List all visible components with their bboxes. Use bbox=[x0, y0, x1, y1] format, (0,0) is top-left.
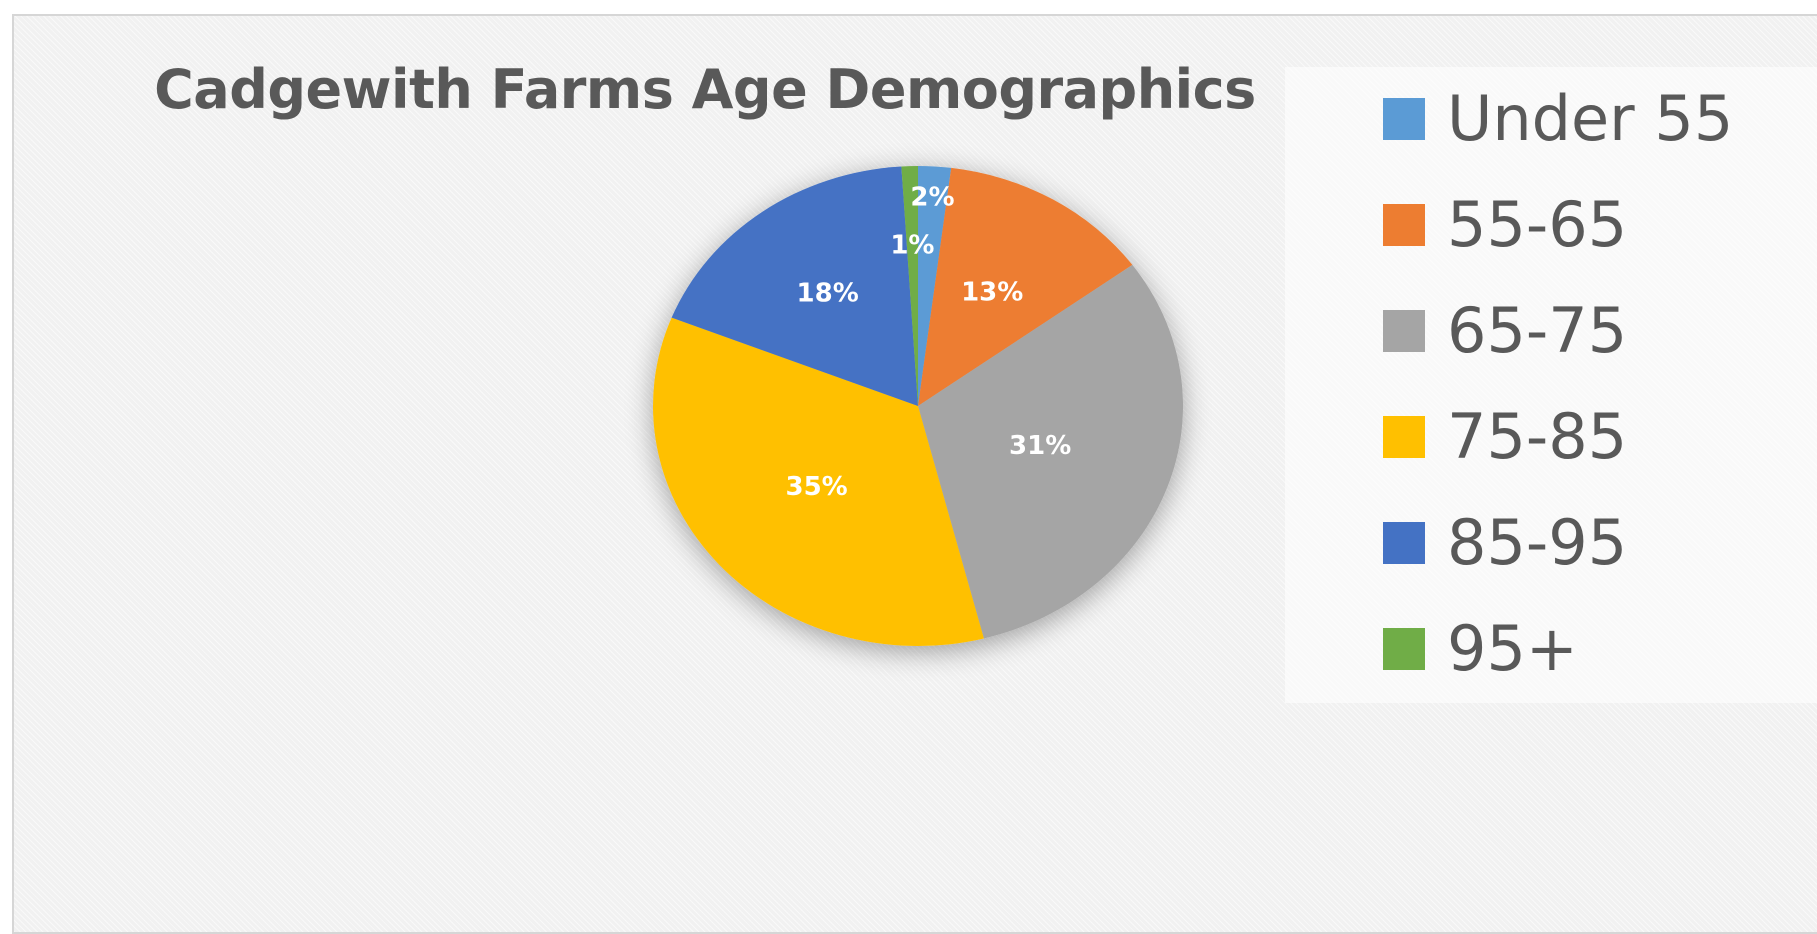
legend-swatch bbox=[1383, 310, 1425, 352]
legend: Under 55 55-65 65-75 75-85 85-95 95+ bbox=[1285, 67, 1817, 703]
legend-item-under-55: Under 55 bbox=[1383, 87, 1733, 151]
chart-title: Cadgewith Farms Age Demographics bbox=[154, 58, 1256, 121]
legend-swatch bbox=[1383, 204, 1425, 246]
legend-label: 95+ bbox=[1447, 612, 1578, 685]
legend-label: Under 55 bbox=[1447, 82, 1734, 155]
data-label-95plus: 1% bbox=[890, 230, 934, 260]
legend-item-95plus: 95+ bbox=[1383, 617, 1578, 681]
legend-label: 65-75 bbox=[1447, 294, 1628, 367]
pie-data-labels: 2% 13% 31% 35% 18% 1% bbox=[786, 183, 1072, 502]
pie-slice-95plus bbox=[901, 166, 918, 406]
data-label-under-55: 2% bbox=[910, 183, 954, 213]
legend-item-65-75: 65-75 bbox=[1383, 299, 1627, 363]
legend-item-85-95: 85-95 bbox=[1383, 511, 1627, 575]
pie-slices bbox=[653, 166, 1183, 647]
data-label-55-65: 13% bbox=[961, 277, 1023, 307]
legend-swatch bbox=[1383, 628, 1425, 670]
pie-slice-85-95 bbox=[671, 166, 918, 406]
legend-item-55-65: 55-65 bbox=[1383, 193, 1627, 257]
legend-label: 85-95 bbox=[1447, 506, 1628, 579]
pie-slice-55-65 bbox=[918, 167, 1133, 406]
pie-slice-65-75 bbox=[918, 264, 1183, 639]
legend-swatch bbox=[1383, 522, 1425, 564]
pie-slice-under-55 bbox=[918, 166, 952, 406]
pie-chart: 2% 13% 31% 35% 18% 1% bbox=[653, 166, 1183, 647]
data-label-65-75: 31% bbox=[1009, 431, 1071, 461]
data-label-75-85: 35% bbox=[786, 472, 848, 502]
pie-slice-75-85 bbox=[653, 317, 984, 647]
legend-label: 75-85 bbox=[1447, 400, 1628, 473]
data-label-85-95: 18% bbox=[797, 278, 859, 308]
legend-label: 55-65 bbox=[1447, 188, 1628, 261]
legend-swatch bbox=[1383, 416, 1425, 458]
legend-item-75-85: 75-85 bbox=[1383, 405, 1627, 469]
legend-swatch bbox=[1383, 98, 1425, 140]
